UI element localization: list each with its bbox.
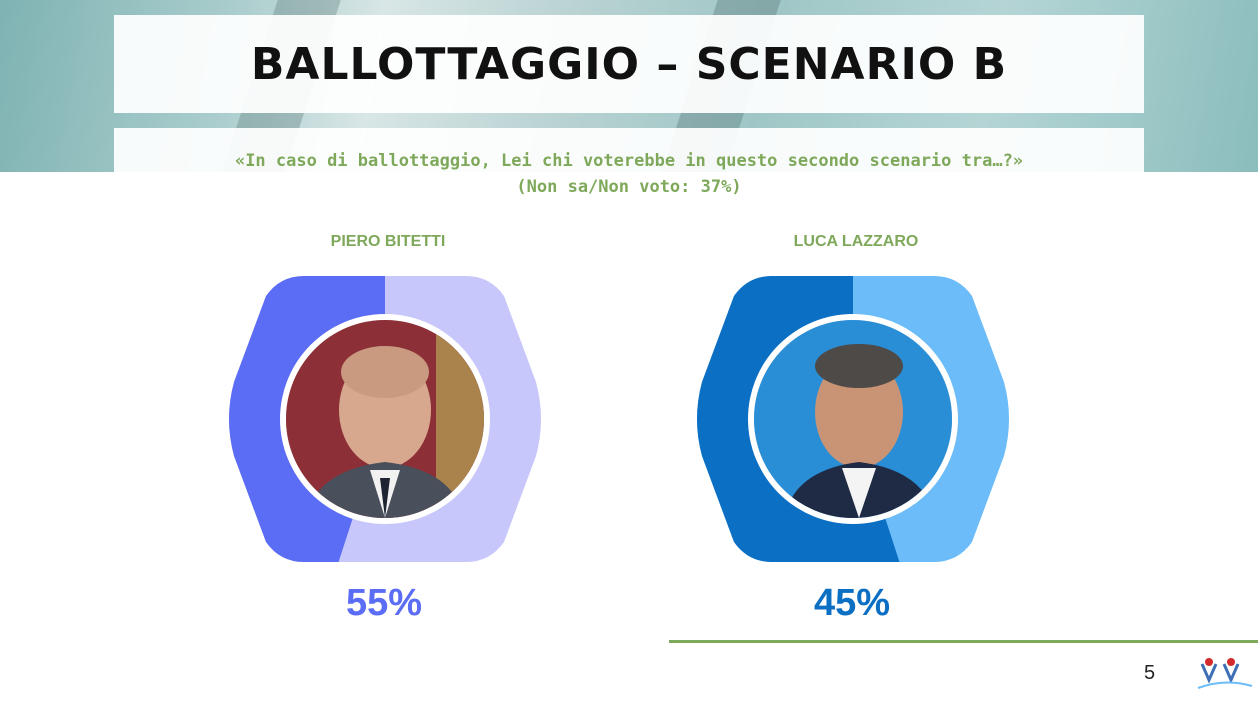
page-number: 5 xyxy=(1144,662,1156,684)
candidate-photo-bitetti xyxy=(286,320,484,518)
portrait-icon xyxy=(286,320,484,518)
subtitle-banner xyxy=(114,128,1144,172)
survey-question: «In caso di ballottaggio, Lei chi votere… xyxy=(114,148,1144,200)
percent-bitetti: 55% xyxy=(345,582,423,624)
question-text: «In caso di ballottaggio, Lei chi votere… xyxy=(234,151,1024,171)
candidate-name-lazzaro: LUCA LAZZARO xyxy=(793,233,919,250)
title-banner: BALLOTTAGGIO – SCENARIO B xyxy=(114,15,1144,113)
candidate-photo-lazzaro xyxy=(754,320,952,518)
dont-know-note: (Non sa/Non voto: 37%) xyxy=(516,177,742,197)
winpoll-logo xyxy=(1197,658,1253,689)
slide-title: BALLOTTAGGIO – SCENARIO B xyxy=(250,38,1008,90)
footer-divider xyxy=(669,640,1258,643)
portrait-icon xyxy=(754,320,952,518)
percent-lazzaro: 45% xyxy=(813,582,891,624)
candidate-name-bitetti: PIERO BITETTI xyxy=(330,233,446,250)
